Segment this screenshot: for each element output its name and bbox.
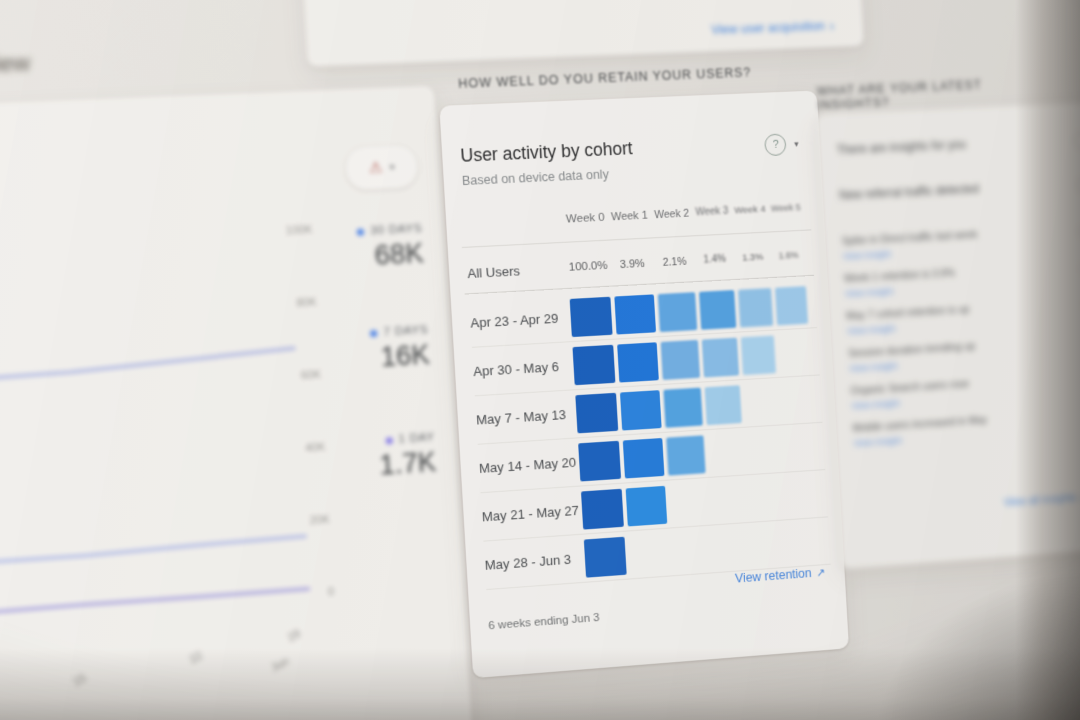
cohort-card-subtitle: Based on device data only	[461, 167, 610, 189]
cohort-rows: Apr 23 - Apr 29 Apr 30 - May 6 May 7 - May…	[469, 280, 831, 591]
help-icon: ?	[764, 133, 788, 157]
warning-triangle-icon: ⚠	[368, 159, 384, 178]
cohort-cell	[698, 289, 737, 330]
all-users-values: 100.0% 3.9% 2.1% 1.4% 1.3% 1.6%	[567, 250, 804, 274]
stat-label: 7 DAYS	[383, 323, 429, 339]
cohort-cell	[572, 344, 616, 385]
cohort-row-label: Apr 30 - May 6	[472, 359, 560, 380]
insight-action-button[interactable]	[1073, 131, 1080, 150]
insight-item: May 7 cohort retention is up View insight	[846, 298, 1068, 338]
insight-intro-text: New referral traffic detected	[838, 181, 980, 203]
insight-item: Week 1 retention is 3.9% View insight	[844, 261, 1066, 300]
trend-line-1-day	[0, 588, 308, 631]
cohort-cell	[614, 293, 657, 335]
all-users-value: 2.1%	[662, 255, 687, 269]
card-help-button[interactable]: ? ▾	[764, 133, 800, 157]
cohort-cell	[580, 488, 624, 530]
trend-line-7-days	[0, 536, 305, 583]
trend-line-30-days	[0, 348, 295, 399]
cohort-row-label: May 21 - May 27	[481, 502, 580, 525]
data-quality-warning-button[interactable]: ⚠ ▾	[343, 143, 420, 192]
all-users-value: 1.4%	[703, 253, 727, 266]
cohort-row-label: Apr 23 - Apr 29	[469, 310, 559, 331]
insight-item: Session duration trending up View insight	[848, 335, 1070, 375]
cohort-cell	[617, 341, 659, 383]
stat-label: 30 DAYS	[370, 222, 423, 238]
cohort-footnote: 6 weeks ending Jun 3	[488, 611, 601, 633]
insight-item: Mobile users increased in May View insigh…	[852, 409, 1074, 449]
all-users-value: 3.9%	[619, 257, 645, 272]
stat-7-days: 7 DAYS 16K	[293, 324, 431, 379]
cohort-cell	[583, 536, 627, 578]
week-header: Week 0	[565, 211, 605, 226]
cohort-row-label: May 7 - May 13	[475, 406, 567, 428]
insight-intro-text: There are insights for you	[836, 137, 967, 157]
cohort-cell	[575, 392, 619, 433]
open-in-new-icon: ↗	[816, 566, 826, 580]
insight-item: Spike in Direct traffic last week View in…	[842, 222, 1080, 262]
all-users-value: 1.3%	[741, 251, 764, 264]
cohort-cell	[660, 339, 701, 380]
stat-label: 1 DAY	[398, 431, 435, 446]
week-header: Week 2	[654, 207, 690, 222]
cohort-cell	[569, 296, 613, 337]
cohort-cell	[737, 287, 774, 328]
cohort-card-title: User activity by cohort	[459, 138, 634, 166]
retention-section-header: HOW WELL DO YOU RETAIN YOUR USERS?	[457, 65, 752, 91]
cohort-cell	[657, 291, 698, 332]
cohort-card: User activity by cohort Based on device …	[439, 90, 850, 679]
legend-dot-icon	[385, 436, 393, 445]
all-users-value: 1.6%	[778, 249, 799, 261]
all-users-label: All Users	[467, 262, 521, 281]
cohort-cell	[774, 285, 808, 325]
chevron-down-icon: ▾	[793, 138, 799, 149]
cohort-cell	[666, 434, 706, 476]
cohort-cell	[701, 337, 740, 377]
cohort-cell	[578, 440, 622, 481]
insight-intro-row: New referral traffic detected	[838, 176, 1080, 203]
stat-1-day: 1 DAY 1.7K	[299, 431, 437, 486]
cohort-cell	[619, 389, 662, 431]
insights-card: There are insights for you New referral t…	[815, 102, 1080, 570]
cohort-cell	[740, 335, 776, 375]
insight-item: Organic Search users rose View insight	[850, 372, 1072, 412]
all-users-value: 100.0%	[568, 259, 608, 274]
week-header: Week 1	[610, 209, 649, 224]
link-label: View user acquisition	[710, 18, 826, 37]
week-header: Week 4	[734, 203, 766, 217]
link-label: View all insights	[1003, 492, 1077, 509]
insight-intro-row: There are insights for you	[836, 131, 1080, 157]
cohort-cell	[625, 485, 668, 526]
top-card-acquisition: View user acquisition ›	[292, 0, 865, 68]
cohort-cell	[704, 384, 742, 425]
cohort-cell	[622, 437, 665, 479]
chevron-right-icon: ›	[829, 17, 835, 34]
active-users-card: 100K 80K 60K 40K 20K 0 15 22 29 Jun ⚠ ▾ 30 DAYS 6…	[0, 85, 473, 720]
chevron-down-icon: ▾	[389, 161, 395, 172]
view-user-acquisition-link[interactable]: View user acquisition ›	[711, 18, 835, 38]
week-header: Week 3	[695, 205, 729, 219]
cohort-cell	[663, 387, 703, 428]
legend-dot-icon	[370, 329, 378, 337]
topleft-fragment-1: Overview	[0, 49, 31, 80]
cohort-row-label: May 28 - Jun 3	[484, 551, 572, 573]
stat-30-days: 30 DAYS 68K	[286, 223, 424, 277]
legend-dot-icon	[356, 227, 365, 236]
week-column-headers: Week 0 Week 1 Week 2 Week 3 Week 4 Week 5	[565, 202, 802, 225]
view-all-insights-link[interactable]: View all insights ›	[1003, 490, 1080, 511]
cohort-row-label: May 14 - May 20	[478, 454, 577, 477]
insight-action-button[interactable]	[1075, 176, 1080, 194]
week-header: Week 5	[770, 202, 801, 214]
all-users-row: All Users 100.0% 3.9% 2.1% 1.4% 1.3% 1.6%	[467, 239, 814, 289]
